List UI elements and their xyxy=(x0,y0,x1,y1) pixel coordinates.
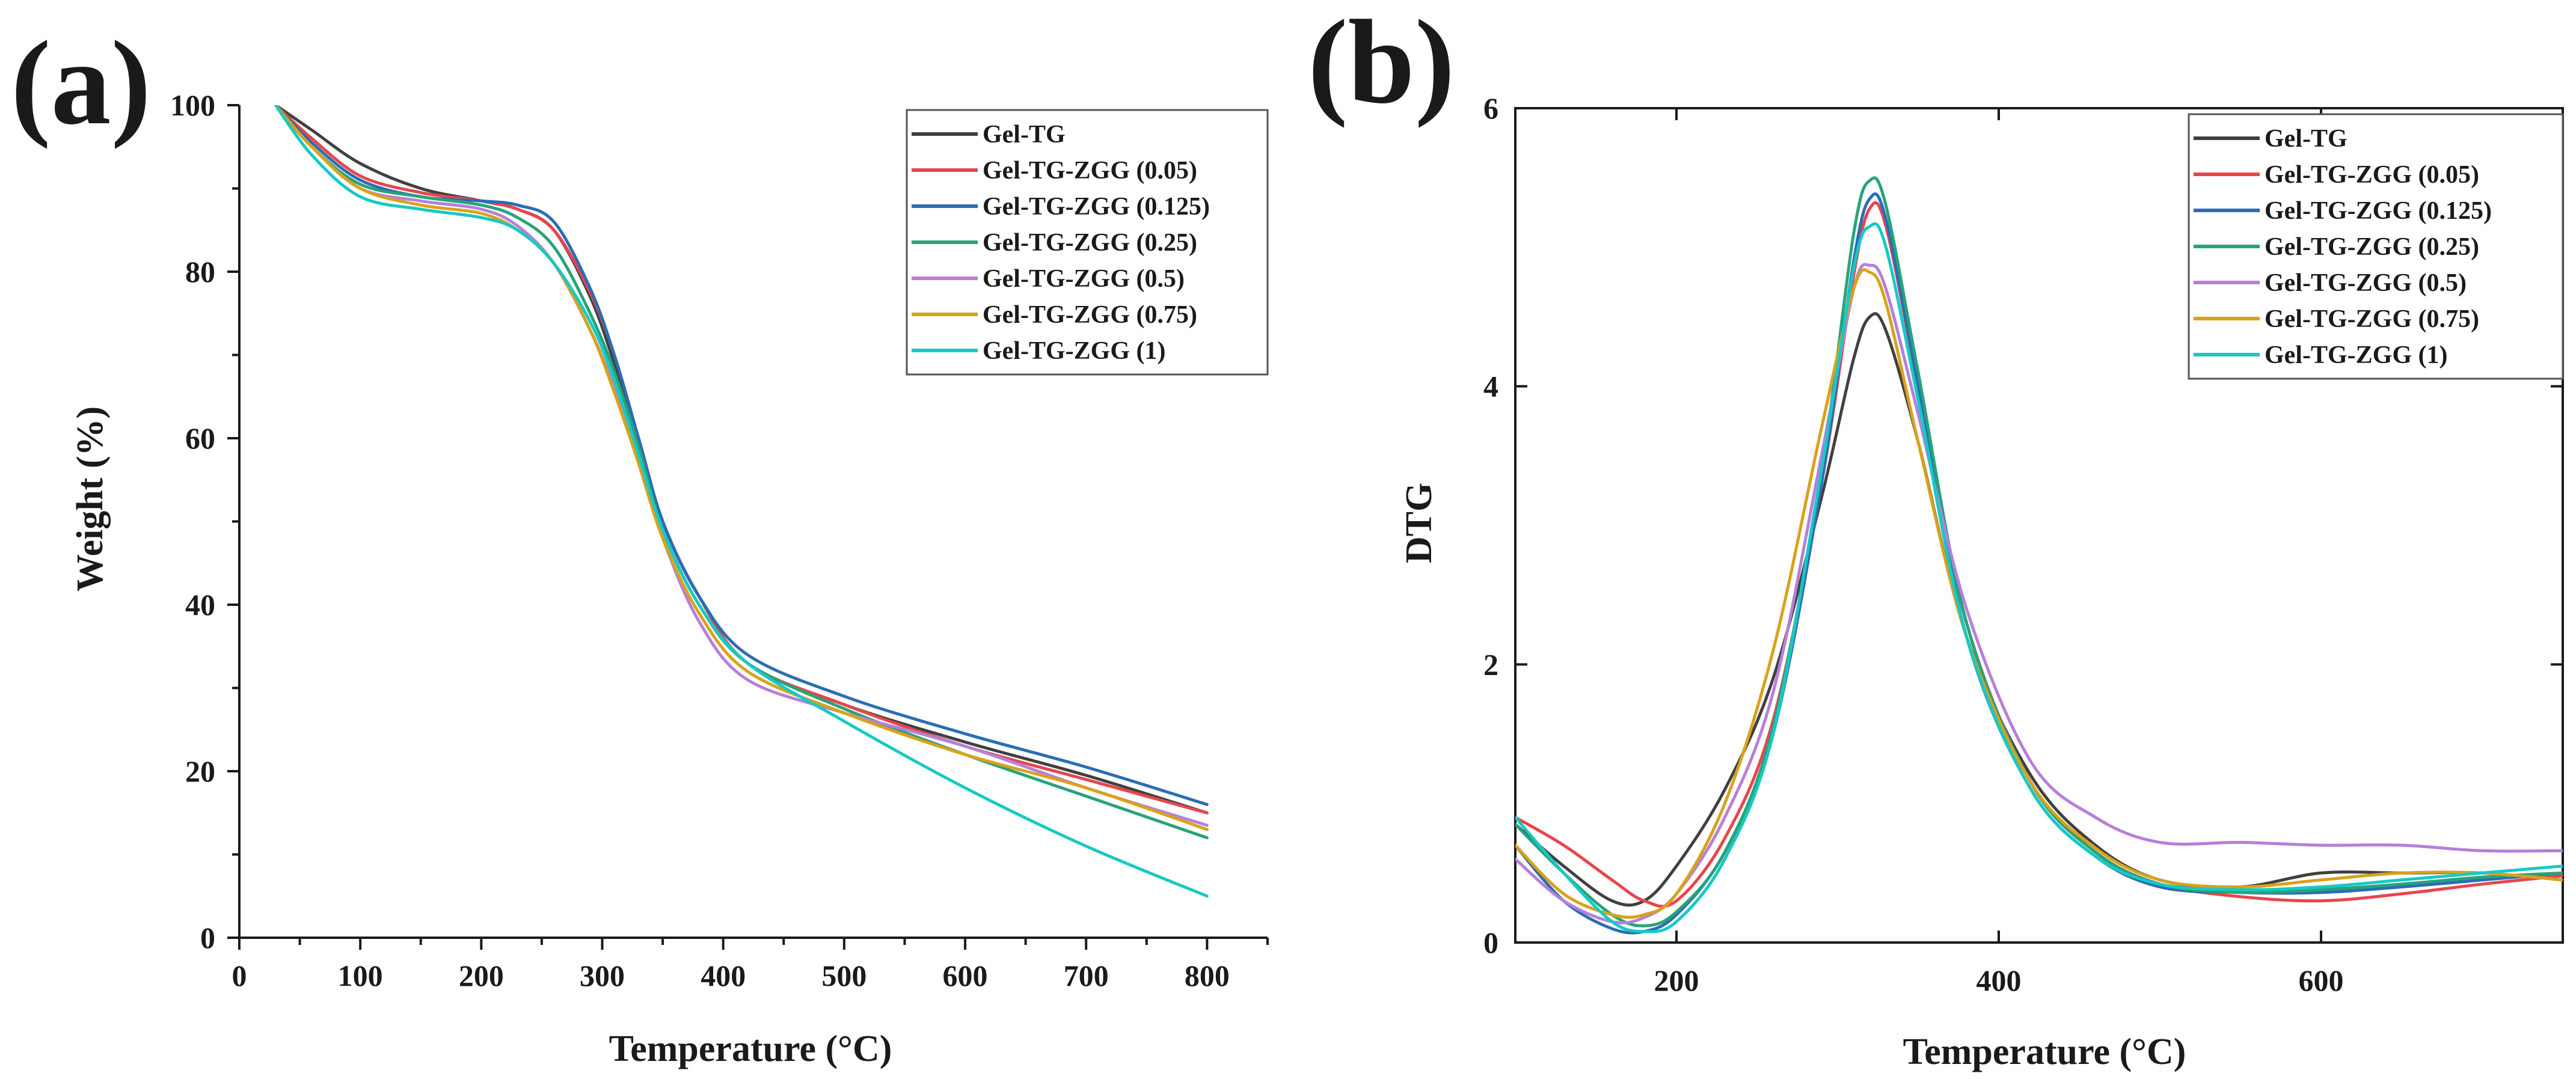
panel-a-ticks: 0 100 200 300 400 500 600 700 800 0 20 40 60 80 100 xyxy=(170,88,1269,992)
panel-b-dtg-chart: (b) 200 400 600 0 2 4 6 Temperature (°C) DTG G… xyxy=(1308,0,2564,1072)
series-line-3 xyxy=(1515,176,2563,928)
legend-label: Gel-TG-ZGG (0.05) xyxy=(983,157,1197,185)
panel-b-x-axis-title: Temperature (°C) xyxy=(1903,1031,2186,1072)
x-tick-label: 800 xyxy=(1185,959,1230,992)
y-tick-label: 80 xyxy=(185,255,215,289)
legend-label: Gel-TG-ZGG (0.05) xyxy=(2265,161,2479,189)
x-tick-label: 700 xyxy=(1064,959,1109,992)
legend-label: Gel-TG-ZGG (0.75) xyxy=(2265,305,2479,333)
legend-label: Gel-TG xyxy=(2265,125,2348,153)
x-tick-label: 200 xyxy=(1654,964,1699,997)
legend-box xyxy=(2188,113,2564,380)
x-tick-label: 300 xyxy=(580,959,625,992)
x-tick-label: 500 xyxy=(821,959,866,992)
y-tick-label: 0 xyxy=(200,921,215,955)
legend-label: Gel-TG-ZGG (0.5) xyxy=(983,265,1185,293)
y-tick-label: 40 xyxy=(185,588,215,622)
y-tick-label: 4 xyxy=(1483,370,1498,403)
panel-a-legend: Gel-TG Gel-TG-ZGG (0.05) Gel-TG-ZGG (0.125… xyxy=(906,109,1269,376)
series-line-6 xyxy=(1515,222,2563,934)
series-line-6 xyxy=(274,105,1209,898)
panel-a-weight-chart: (a) 0 100 200 300 400 500 600 700 800 0 20 40 60 80 10… xyxy=(11,17,1269,1069)
y-tick-label: 20 xyxy=(185,754,215,788)
legend-label: Gel-TG-ZGG (0.125) xyxy=(2265,197,2492,225)
legend-label: Gel-TG-ZGG (0.125) xyxy=(983,193,1210,221)
x-tick-label: 400 xyxy=(701,959,746,992)
x-tick-label: 100 xyxy=(338,959,383,992)
panel-b-legend: Gel-TG Gel-TG-ZGG (0.05) Gel-TG-ZGG (0.125… xyxy=(2188,113,2564,380)
y-tick-label: 0 xyxy=(1483,926,1498,959)
y-tick-label: 60 xyxy=(185,421,215,455)
y-tick-label: 100 xyxy=(170,88,215,122)
legend-label: Gel-TG-ZGG (1) xyxy=(2265,341,2447,369)
legend-label: Gel-TG-ZGG (0.75) xyxy=(983,301,1197,329)
legend-label: Gel-TG-ZGG (0.25) xyxy=(983,229,1197,257)
x-tick-label: 400 xyxy=(1976,964,2022,997)
series-line-5 xyxy=(274,105,1209,831)
x-tick-label: 600 xyxy=(943,959,988,992)
panel-b-series-group xyxy=(1515,176,2563,935)
series-line-0 xyxy=(1515,312,2563,907)
plot-frame xyxy=(1514,107,2564,944)
x-tick-label: 600 xyxy=(2299,964,2344,997)
y-tick-label: 2 xyxy=(1483,647,1498,681)
legend-label: Gel-TG-ZGG (0.5) xyxy=(2265,269,2467,297)
panel-b-frame xyxy=(1514,107,2564,944)
panel-a-label: (a) xyxy=(11,17,151,150)
panel-a-x-axis-title: Temperature (°C) xyxy=(609,1028,892,1069)
legend-label: Gel-TG-ZGG (0.25) xyxy=(2265,233,2479,261)
panel-b-y-axis-title: DTG xyxy=(1399,483,1440,563)
series-line-5 xyxy=(1515,268,2563,919)
panel-b-label: (b) xyxy=(1308,0,1455,129)
legend-label: Gel-TG xyxy=(983,121,1066,148)
y-tick-label: 6 xyxy=(1483,91,1498,125)
legend-label: Gel-TG-ZGG (1) xyxy=(983,337,1165,365)
x-tick-label: 0 xyxy=(232,959,247,992)
panel-b-ticks: 200 400 600 0 2 4 6 xyxy=(1483,91,2563,997)
panel-a-y-axis-title: Weight (%) xyxy=(70,406,111,591)
x-tick-label: 200 xyxy=(459,959,504,992)
panel-a-series-group xyxy=(274,105,1209,898)
